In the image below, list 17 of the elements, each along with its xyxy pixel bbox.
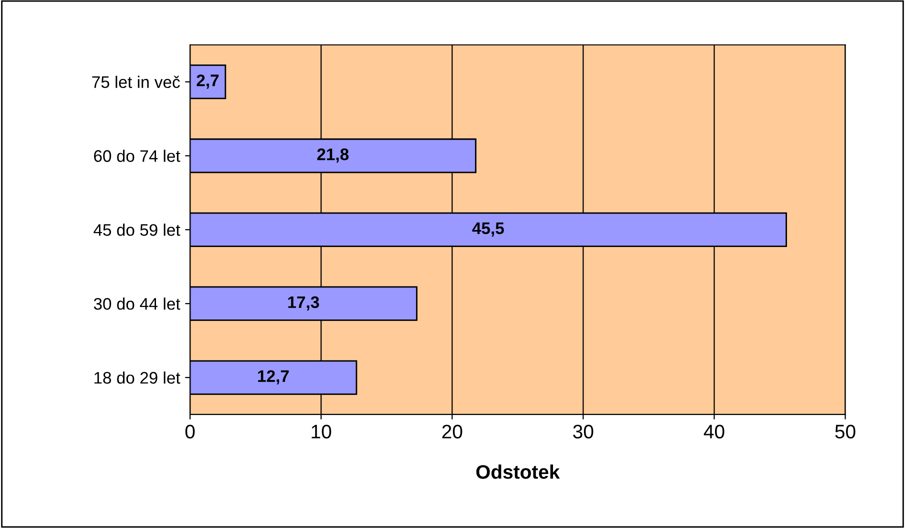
y-tick-label: 30 do 44 let: [94, 298, 180, 310]
data-label: 45,5: [472, 222, 504, 237]
x-tick-label: 10: [312, 424, 332, 438]
x-tick-label: 50: [835, 424, 856, 438]
y-tick-label: 60 do 74 let: [94, 150, 180, 162]
y-tick-label: 18 do 29 let: [94, 371, 180, 384]
data-label: 17,3: [288, 296, 320, 310]
data-label: 2,7: [196, 74, 219, 89]
x-tick-label: 0: [185, 424, 195, 438]
x-tick-label: 40: [704, 424, 724, 438]
x-tick-label: 30: [573, 424, 594, 438]
data-label: 12,7: [258, 370, 289, 384]
y-tick-label: 75 let in več: [92, 76, 180, 88]
data-label: 21,8: [317, 148, 349, 163]
x-tick-label: 20: [442, 424, 462, 438]
x-axis-title: Odstotek: [476, 464, 560, 479]
y-tick-label: 45 do 59 let: [94, 224, 180, 236]
